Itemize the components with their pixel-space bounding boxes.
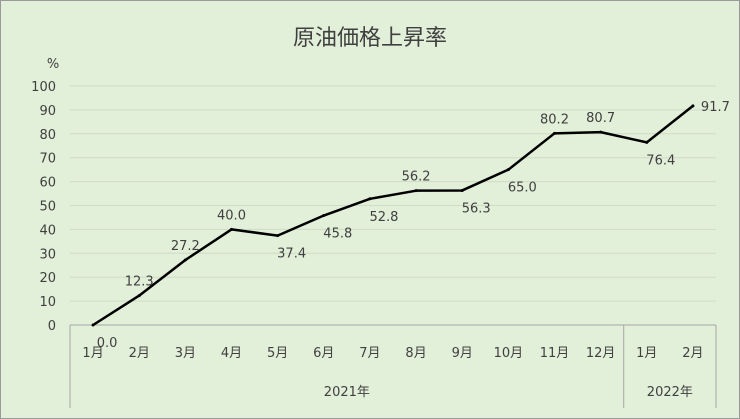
y-tick-label: 80 <box>39 128 56 143</box>
data-label: 52.8 <box>369 210 398 225</box>
x-tick-label: 12月 <box>586 346 616 361</box>
data-label: 76.4 <box>646 153 675 168</box>
data-point <box>599 130 603 134</box>
y-tick-label: 70 <box>39 152 56 167</box>
y-tick-label: 40 <box>39 223 56 238</box>
y-tick-label: 100 <box>31 80 56 95</box>
x-axis: 1月 2月 3月 4月 5月 6月 7月 8月 9月 10月 11月 12月 1月 2月 2021年 2022… <box>69 325 717 408</box>
chart-title: 原油価格上昇率 <box>293 26 447 51</box>
data-label: 45.8 <box>323 227 352 242</box>
gridlines <box>70 85 716 326</box>
y-tick-label: 50 <box>39 200 56 215</box>
x-tick-label: 9月 <box>452 346 473 361</box>
data-point <box>506 168 510 172</box>
x-group-label: 2022年 <box>647 385 693 400</box>
data-point <box>414 189 418 193</box>
series-line <box>91 104 695 327</box>
data-point <box>691 104 695 108</box>
data-point <box>368 197 372 201</box>
x-group-label: 2021年 <box>324 385 370 400</box>
x-tick-label: 1月 <box>82 346 103 361</box>
data-label: 40.0 <box>217 208 246 223</box>
y-tick-label: 30 <box>39 247 56 262</box>
x-tick-label: 2月 <box>129 346 150 361</box>
y-tick-label: 10 <box>39 295 56 310</box>
x-tick-label: 6月 <box>313 346 334 361</box>
data-point <box>183 258 187 262</box>
y-tick-label: 0 <box>48 319 56 334</box>
y-tick-label: 60 <box>39 176 56 191</box>
y-axis-ticks: 0 10 20 30 40 50 60 70 80 90 100 <box>31 80 56 334</box>
y-tick-label: 90 <box>39 104 56 119</box>
series-line-path <box>92 104 694 327</box>
x-tick-label: 2月 <box>682 346 703 361</box>
data-point <box>276 234 280 238</box>
data-label: 80.2 <box>540 112 569 127</box>
data-label: 56.2 <box>402 170 431 185</box>
x-tick-label: 10月 <box>494 346 524 361</box>
data-point <box>91 323 95 327</box>
data-label: 56.3 <box>462 201 491 216</box>
y-tick-label: 20 <box>39 271 56 286</box>
x-tick-label: 1月 <box>636 346 657 361</box>
data-label: 91.7 <box>701 100 730 115</box>
data-label: 27.2 <box>171 239 200 254</box>
data-point <box>137 294 141 298</box>
data-point <box>460 188 464 192</box>
x-tick-label: 4月 <box>221 346 242 361</box>
data-labels: 0.0 12.3 27.2 40.0 37.4 45.8 52.8 56.2 56.3 65.0 8… <box>97 100 730 351</box>
x-tick-label: 11月 <box>540 346 570 361</box>
data-label: 12.3 <box>125 275 154 290</box>
data-label: 65.0 <box>508 181 537 196</box>
data-label: 0.0 <box>97 336 118 351</box>
x-tick-label: 8月 <box>405 346 426 361</box>
x-tick-label: 5月 <box>267 346 288 361</box>
data-point <box>645 140 649 144</box>
y-axis-unit-label: % <box>47 57 59 72</box>
data-point <box>553 131 556 135</box>
x-tick-label: 7月 <box>359 346 380 361</box>
data-point <box>322 214 326 218</box>
data-point <box>230 227 233 231</box>
data-label: 80.7 <box>586 111 615 126</box>
data-label: 37.4 <box>277 247 306 262</box>
x-tick-label: 3月 <box>175 346 196 361</box>
